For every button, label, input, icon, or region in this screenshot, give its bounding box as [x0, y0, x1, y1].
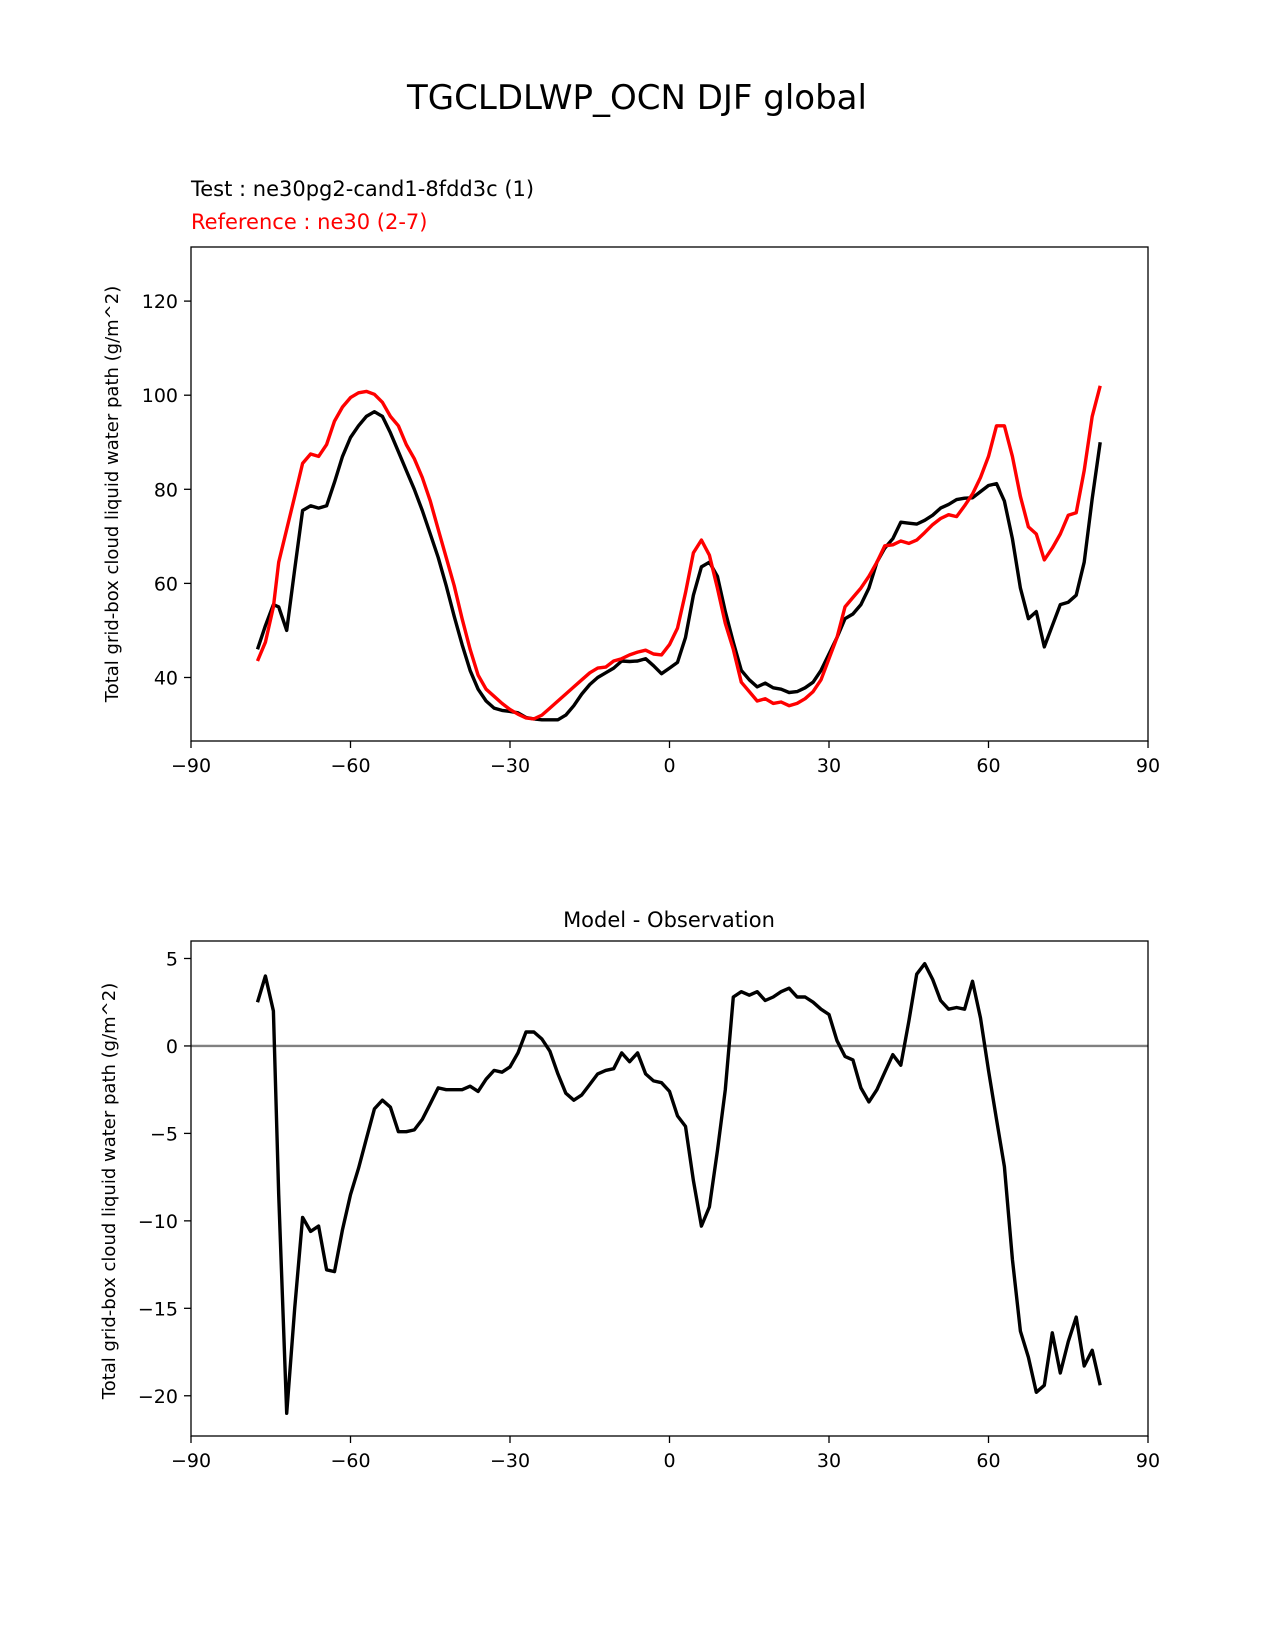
reference-legend-label: Reference : ne30 (2-7) — [191, 210, 428, 234]
bottom-ytick-label: −10 — [138, 1211, 178, 1233]
top-xtick-label: 0 — [663, 755, 675, 777]
top-ytick-label: 120 — [142, 291, 178, 313]
bottom-panel: Model - Observation Total grid-box cloud… — [99, 908, 1160, 1472]
bottom-xtick-label: −90 — [171, 1450, 211, 1472]
top-xtick-label: 30 — [817, 755, 841, 777]
bottom-ytick-label: 0 — [166, 1036, 178, 1058]
bottom-xtick-label: −60 — [330, 1450, 370, 1472]
bottom-xtick-label: 30 — [817, 1450, 841, 1472]
bottom-plot-area: −90 −60 −30 0 30 60 90 −20 −15 −10 −5 0 5 — [138, 940, 1160, 1472]
bottom-title: Model - Observation — [563, 908, 775, 932]
top-xtick-label: −30 — [490, 755, 530, 777]
bottom-xtick-label: 90 — [1136, 1450, 1160, 1472]
top-xtick-label: 60 — [976, 755, 1000, 777]
top-ytick-label: 60 — [154, 573, 178, 595]
bottom-ytick-label: −15 — [138, 1298, 178, 1320]
test-legend-label: Test : ne30pg2-cand1-8fdd3c (1) — [190, 177, 534, 201]
bottom-xtick-label: 0 — [663, 1450, 675, 1472]
top-xtick-label: 90 — [1136, 755, 1160, 777]
bottom-ylabel: Total grid-box cloud liquid water path (… — [99, 983, 120, 1400]
top-ytick-label: 80 — [154, 479, 178, 501]
bottom-ytick-label: 5 — [166, 948, 178, 970]
top-ylabel: Total grid-box cloud liquid water path (… — [102, 286, 123, 703]
top-xtick-label: −90 — [171, 755, 211, 777]
top-series-line-test — [255, 410, 1102, 722]
top-ytick-label: 100 — [142, 385, 178, 407]
figure-title: TGCLDLWP_OCN DJF global — [406, 78, 867, 118]
bottom-xtick-label: 60 — [976, 1450, 1000, 1472]
bottom-ytick-label: −20 — [138, 1386, 178, 1408]
bottom-series-line-test — [255, 962, 1102, 1416]
top-xtick-label: −60 — [330, 755, 370, 777]
bottom-ytick-label: −5 — [150, 1123, 178, 1145]
top-ytick-label: 40 — [154, 667, 178, 689]
top-panel: Test : ne30pg2-cand1-8fdd3c (1) Referenc… — [102, 177, 1160, 777]
top-plot-area: −90 −60 −30 0 30 60 90 40 60 80 100 120 — [142, 246, 1160, 777]
top-series-line-reference — [255, 385, 1102, 721]
bottom-xtick-label: −30 — [490, 1450, 530, 1472]
